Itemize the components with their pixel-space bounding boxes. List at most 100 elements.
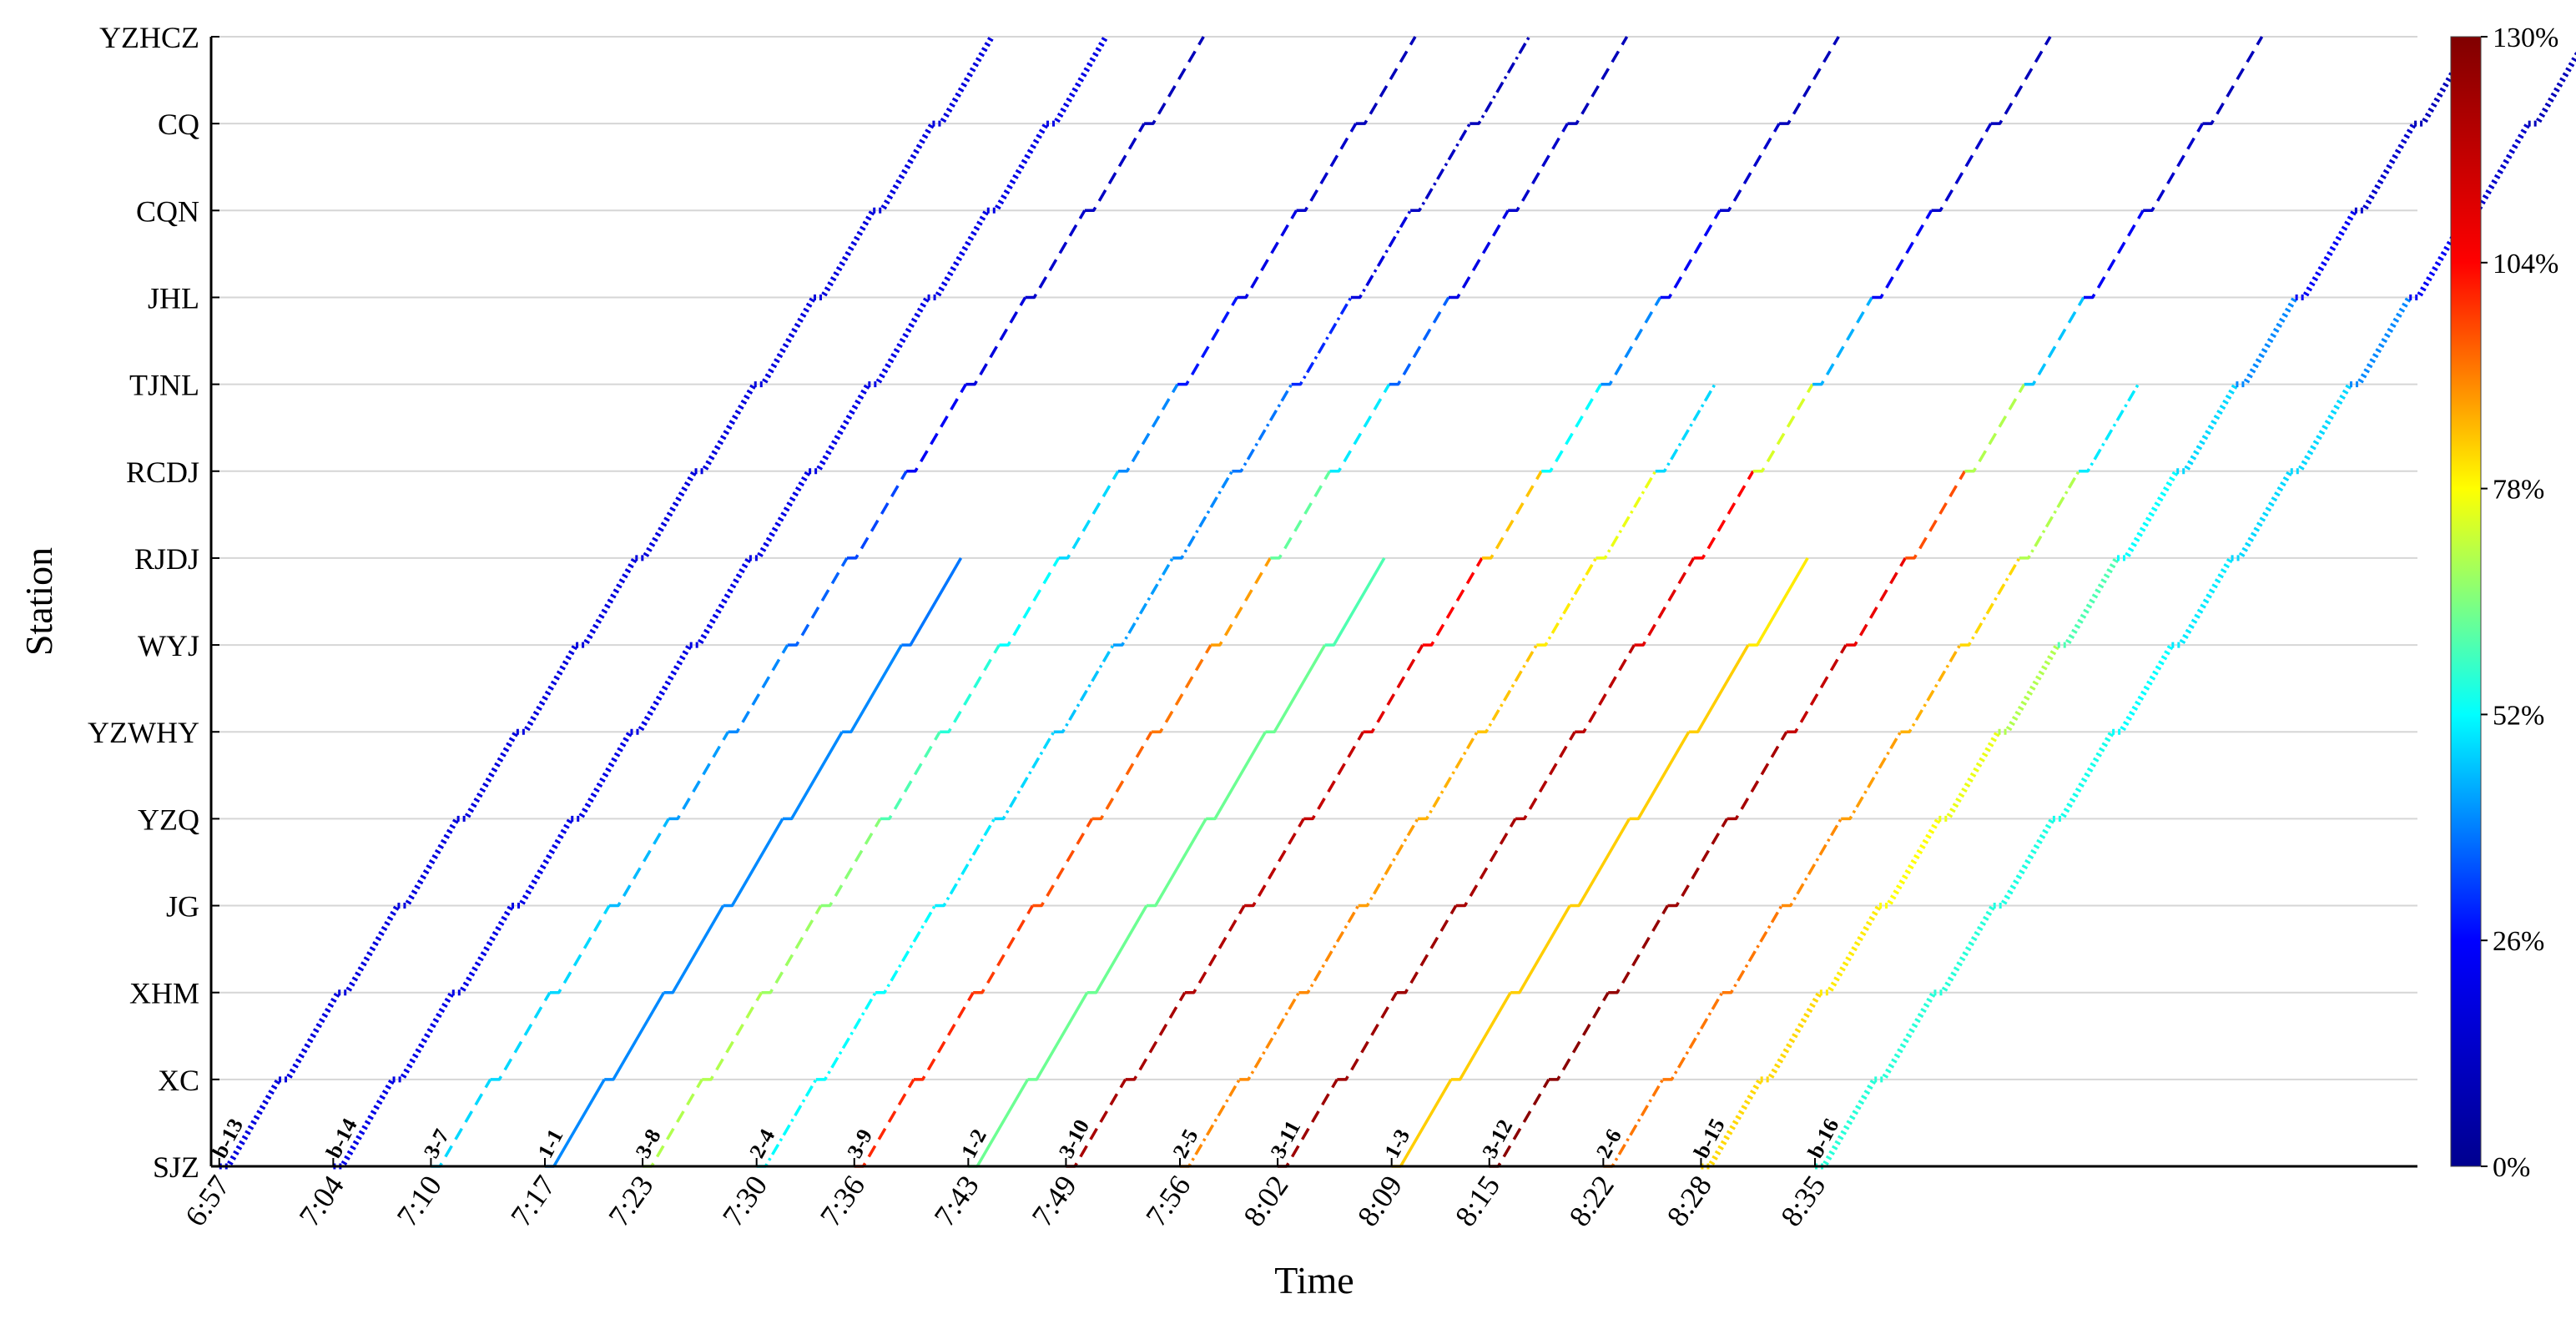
train-segment bbox=[1417, 731, 1479, 821]
train-segment bbox=[880, 731, 941, 821]
train-segment bbox=[1244, 818, 1305, 908]
train-segment bbox=[604, 991, 665, 1081]
train-segment bbox=[815, 991, 877, 1081]
colorbar-gradient bbox=[2450, 36, 2482, 1167]
train-label: 3-10 bbox=[1054, 1115, 1094, 1162]
train-segment bbox=[1662, 991, 1724, 1081]
train-segment bbox=[1477, 644, 1538, 733]
train-segment bbox=[1239, 991, 1300, 1081]
train-segment bbox=[940, 644, 1001, 733]
time-tick-label: 7:23 bbox=[602, 1170, 659, 1232]
train-segment bbox=[702, 991, 764, 1081]
train-segment bbox=[2116, 470, 2180, 561]
train-segment bbox=[694, 382, 757, 475]
train-segment bbox=[1206, 731, 1267, 821]
train-segment bbox=[2202, 36, 2264, 125]
time-tick-label: 8:15 bbox=[1449, 1170, 1506, 1232]
axes bbox=[209, 37, 2417, 1168]
train-segment bbox=[1058, 470, 1120, 560]
station-tick-label: XHM bbox=[129, 977, 199, 1010]
train-segment bbox=[1872, 209, 1933, 300]
train-segment bbox=[1938, 730, 2001, 822]
x-axis-label: Time bbox=[1274, 1259, 1354, 1301]
time-tick-label: 8:02 bbox=[1237, 1170, 1294, 1232]
train-segment bbox=[1084, 123, 1146, 213]
train-segment bbox=[1481, 470, 1543, 560]
train-segment bbox=[1752, 383, 1814, 473]
train-label: 3-12 bbox=[1477, 1115, 1517, 1162]
train-segment bbox=[1086, 904, 1148, 994]
train-segment bbox=[913, 991, 975, 1081]
train-segment bbox=[875, 904, 936, 994]
train-segment bbox=[1184, 904, 1246, 994]
train-segment bbox=[663, 904, 725, 994]
time-tick-label: 7:36 bbox=[814, 1170, 871, 1232]
train-segment bbox=[868, 295, 930, 388]
train-segment bbox=[1396, 904, 1458, 994]
train-segment bbox=[761, 904, 823, 994]
train-label: 2-5 bbox=[1168, 1125, 1203, 1162]
train-segment bbox=[1841, 731, 1902, 821]
train-segment bbox=[338, 904, 401, 996]
train-segment bbox=[1211, 557, 1272, 647]
train-segment bbox=[2024, 296, 2085, 386]
station-tick-label: WYJ bbox=[138, 629, 199, 662]
train-segment bbox=[1846, 557, 1907, 647]
train-segment bbox=[1410, 123, 1471, 213]
train-segment bbox=[1570, 818, 1631, 908]
train-segment bbox=[516, 643, 579, 735]
train-segment bbox=[1291, 296, 1353, 386]
train-label: 3-8 bbox=[631, 1125, 666, 1162]
train-segment bbox=[1727, 731, 1788, 821]
train-segment bbox=[333, 1078, 396, 1170]
train-segment bbox=[1874, 990, 1937, 1083]
train-segment bbox=[1151, 644, 1212, 733]
train-label: 1-1 bbox=[533, 1125, 568, 1162]
train-segment bbox=[1536, 557, 1598, 647]
train-segment bbox=[2079, 383, 2140, 473]
train-label: b-15 bbox=[1689, 1115, 1730, 1162]
train-segment bbox=[1701, 1078, 1763, 1170]
train-segment bbox=[1125, 991, 1187, 1081]
train-segment bbox=[906, 383, 967, 473]
train-segment bbox=[1567, 36, 1629, 125]
time-tick-label: 7:17 bbox=[504, 1170, 562, 1232]
train-segment bbox=[689, 556, 752, 648]
train-label: 3-7 bbox=[419, 1125, 454, 1162]
colorbar: 0% 26% 52% 78% 104% 130% bbox=[2450, 23, 2558, 1183]
train-segment bbox=[1455, 818, 1517, 908]
colorbar-tick-label: 104% bbox=[2493, 249, 2558, 279]
train-labels: b-13 b-14 3-7 1-1 3-8 2-4 3-9 1-2 3-10 2-5 3-11 1-3… bbox=[207, 1115, 1843, 1162]
train-segment bbox=[1905, 470, 1967, 560]
train-segment bbox=[1959, 557, 2021, 647]
station-tick-label: RCDJ bbox=[126, 456, 199, 489]
train-segment bbox=[1450, 991, 1512, 1081]
train-segment bbox=[1265, 644, 1327, 733]
train-segment bbox=[1760, 990, 1822, 1083]
train-segment bbox=[1117, 383, 1179, 473]
train-segment bbox=[1032, 818, 1094, 908]
train-segment bbox=[2083, 209, 2145, 300]
train-segment bbox=[2112, 643, 2175, 735]
train-segment bbox=[1782, 818, 1843, 908]
train-segment bbox=[2350, 295, 2412, 388]
station-tick-label: SJZ bbox=[153, 1150, 199, 1184]
train-segment bbox=[1993, 817, 2055, 909]
train-segment bbox=[1667, 818, 1729, 908]
train-segment bbox=[1296, 123, 1358, 213]
train-segment bbox=[965, 296, 1027, 386]
time-tick-label: 8:28 bbox=[1661, 1170, 1718, 1232]
station-tick-label: JHL bbox=[148, 281, 199, 315]
station-tick-label: YZWHY bbox=[88, 716, 199, 749]
train-segment bbox=[1575, 644, 1636, 733]
train-segment bbox=[1719, 123, 1781, 213]
train-segment bbox=[668, 731, 730, 821]
train-segment bbox=[1964, 383, 2026, 473]
train-segment bbox=[1786, 644, 1848, 733]
train-segment bbox=[994, 731, 1056, 821]
train-segment bbox=[397, 817, 460, 909]
train-segment bbox=[571, 730, 633, 822]
train-label: 1-3 bbox=[1379, 1125, 1414, 1162]
station-tick-label: XC bbox=[158, 1064, 199, 1097]
train-label: b-14 bbox=[321, 1115, 362, 1162]
